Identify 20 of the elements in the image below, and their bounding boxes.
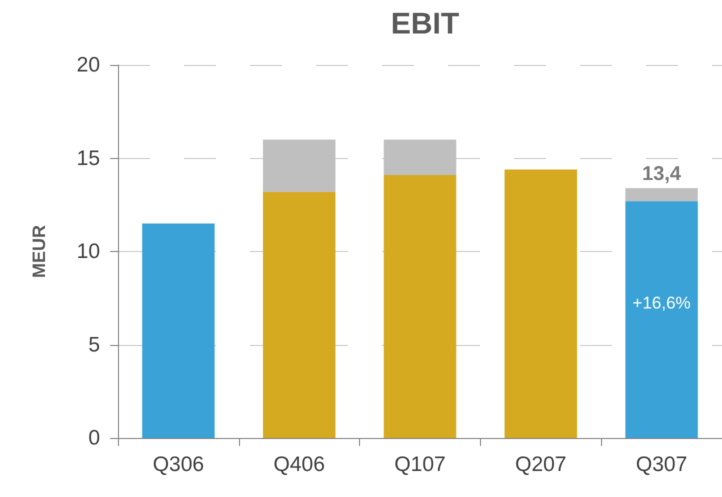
- x-tick-label: Q307: [636, 453, 688, 476]
- bar: [142, 224, 215, 438]
- bar: [625, 188, 698, 202]
- annotation: +16,6%: [632, 294, 691, 312]
- y-tick-label: 15: [76, 146, 100, 170]
- y-tick-label: 10: [76, 240, 100, 263]
- total-label: 13,4: [642, 163, 682, 186]
- y-tick-label: 5: [88, 333, 100, 356]
- bar: [262, 192, 336, 438]
- x-tick-label: Q207: [515, 453, 566, 476]
- x-tick-label: Q107: [394, 453, 446, 476]
- bar: [504, 169, 578, 438]
- chart-title: EBIT: [390, 8, 460, 40]
- x-tick-label: Q306: [152, 453, 204, 476]
- y-tick-label: 20: [76, 54, 100, 76]
- x-tick-label: Q406: [274, 453, 325, 476]
- bar: [384, 175, 456, 438]
- bar: [625, 201, 698, 438]
- y-axis-title: MEUR: [29, 225, 49, 278]
- y-tick-label: 0: [88, 426, 100, 450]
